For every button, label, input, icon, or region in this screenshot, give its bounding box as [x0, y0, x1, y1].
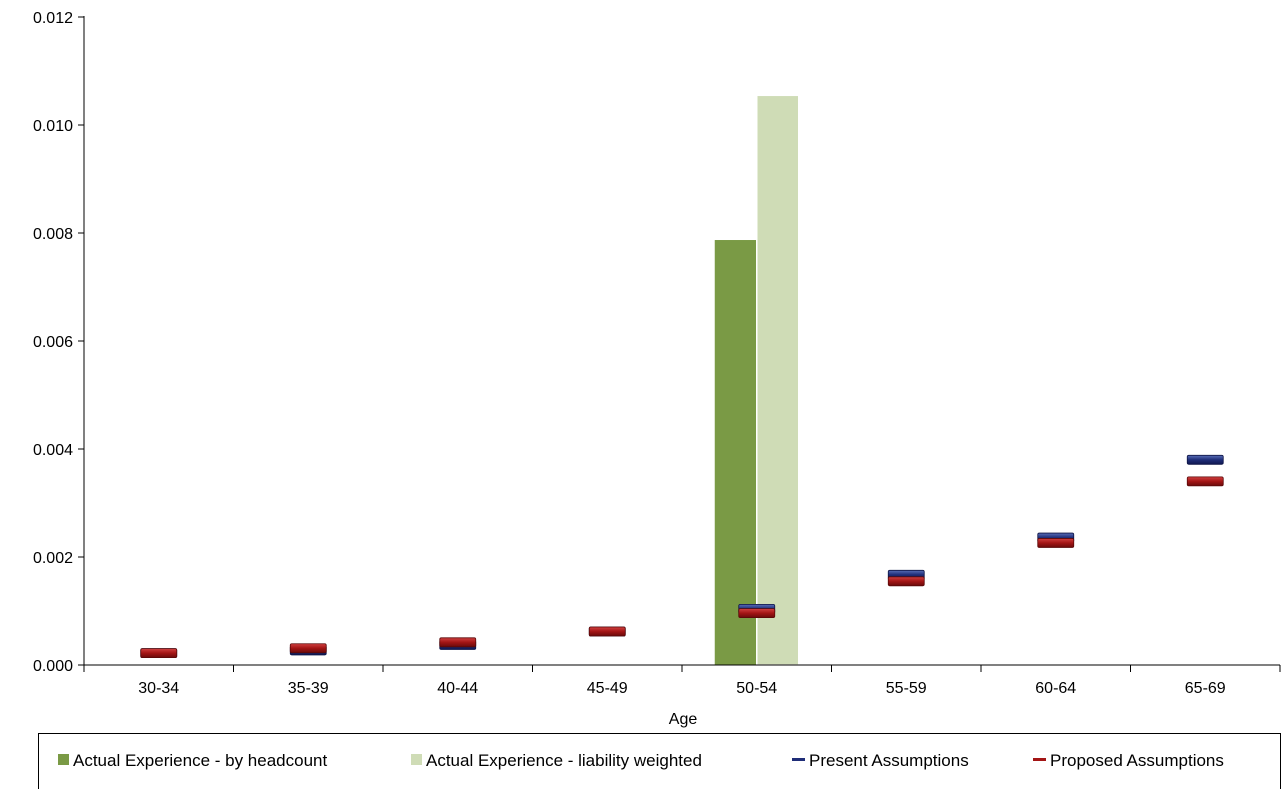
marker-proposed — [738, 608, 776, 619]
x-tick-label: 50-54 — [736, 680, 777, 697]
x-tick-label: 40-44 — [437, 680, 478, 697]
y-tick-label: 0.008 — [33, 226, 73, 243]
x-tick-label: 55-59 — [886, 680, 927, 697]
legend-swatch — [58, 754, 69, 765]
marker-proposed — [1186, 476, 1224, 487]
legend-label: Present Assumptions — [809, 751, 969, 770]
legend: Actual Experience - by headcount Actual E… — [38, 733, 1281, 789]
legend-item: Present Assumptions — [792, 751, 969, 770]
y-tick-label: 0.012 — [33, 10, 73, 27]
legend-label: Actual Experience - by headcount — [73, 751, 327, 770]
marker-proposed — [1037, 538, 1075, 548]
marker-present — [1186, 454, 1224, 465]
y-tick-label: 0.006 — [33, 334, 73, 351]
bar-headcount — [714, 240, 757, 665]
y-tick-label: 0.004 — [33, 442, 73, 459]
x-tick-label: 65-69 — [1185, 680, 1226, 697]
legend-item: Actual Experience - by headcount — [58, 751, 327, 770]
y-tick-label: 0.000 — [33, 658, 73, 675]
legend-swatch — [411, 754, 422, 765]
y-tick-label: 0.002 — [33, 550, 73, 567]
axes: 0.000 0.002 0.004 0.006 0.008 0.010 0.012 30-34… — [33, 10, 1281, 697]
y-tick-label: 0.010 — [33, 118, 73, 135]
x-tick-label: 35-39 — [288, 680, 329, 697]
plot-area — [140, 94, 1224, 666]
legend-label: Proposed Assumptions — [1050, 751, 1224, 770]
marker-proposed — [588, 626, 626, 637]
legend-label: Actual Experience - liability weighted — [426, 751, 702, 770]
x-tick-label: 30-34 — [138, 680, 179, 697]
marker-proposed — [140, 648, 178, 659]
marker-proposed — [887, 576, 925, 587]
x-tick-label: 60-64 — [1035, 680, 1076, 697]
legend-item: Actual Experience - liability weighted — [411, 751, 702, 770]
bar-liability-weighted — [756, 94, 800, 666]
marker-proposed — [439, 637, 477, 648]
legend-swatch — [792, 758, 805, 761]
x-axis-title: Age — [669, 711, 698, 728]
x-tick-label: 45-49 — [587, 680, 628, 697]
legend-item: Proposed Assumptions — [1033, 751, 1224, 770]
legend-swatch — [1033, 758, 1046, 761]
marker-proposed — [289, 643, 327, 654]
